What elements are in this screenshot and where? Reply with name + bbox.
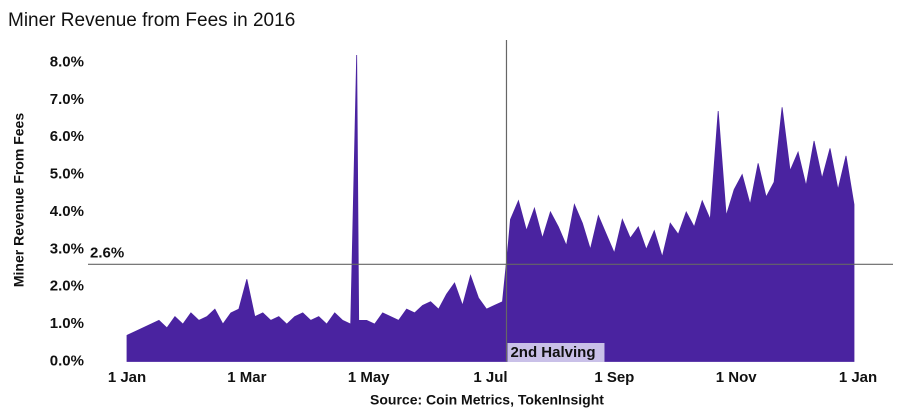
x-tick-label: 1 Mar [227, 369, 266, 386]
y-tick-label: 3.0% [50, 240, 84, 257]
area [126, 54, 855, 362]
x-tick-label: 1 Sep [594, 369, 634, 386]
y-axis-label: Miner Revenue From Fees [11, 113, 27, 287]
y-tick-label: 7.0% [50, 91, 84, 108]
x-tick-label: 1 Jul [473, 369, 507, 386]
chart-title: Miner Revenue from Fees in 2016 [8, 10, 295, 31]
y-tick-label: 5.0% [50, 166, 84, 183]
x-tick-label: 1 Jan [108, 369, 146, 386]
y-tick-label: 8.0% [50, 53, 84, 70]
y-tick-label: 6.0% [50, 128, 84, 145]
reference-label: 2.6% [90, 244, 124, 261]
event-label: 2nd Halving [510, 344, 595, 361]
event-label-bg [507, 343, 605, 362]
y-tick-label: 1.0% [50, 315, 84, 332]
y-tick-label: 0.0% [50, 352, 84, 369]
x-tick-label: 1 Nov [716, 369, 758, 386]
x-tick-label: 1 May [348, 369, 390, 386]
y-tick-label: 2.0% [50, 278, 84, 295]
source: Source: Coin Metrics, TokenInsight [370, 392, 604, 408]
x-tick-label: 1 Jan [839, 369, 877, 386]
y-tick-label: 4.0% [50, 203, 84, 220]
